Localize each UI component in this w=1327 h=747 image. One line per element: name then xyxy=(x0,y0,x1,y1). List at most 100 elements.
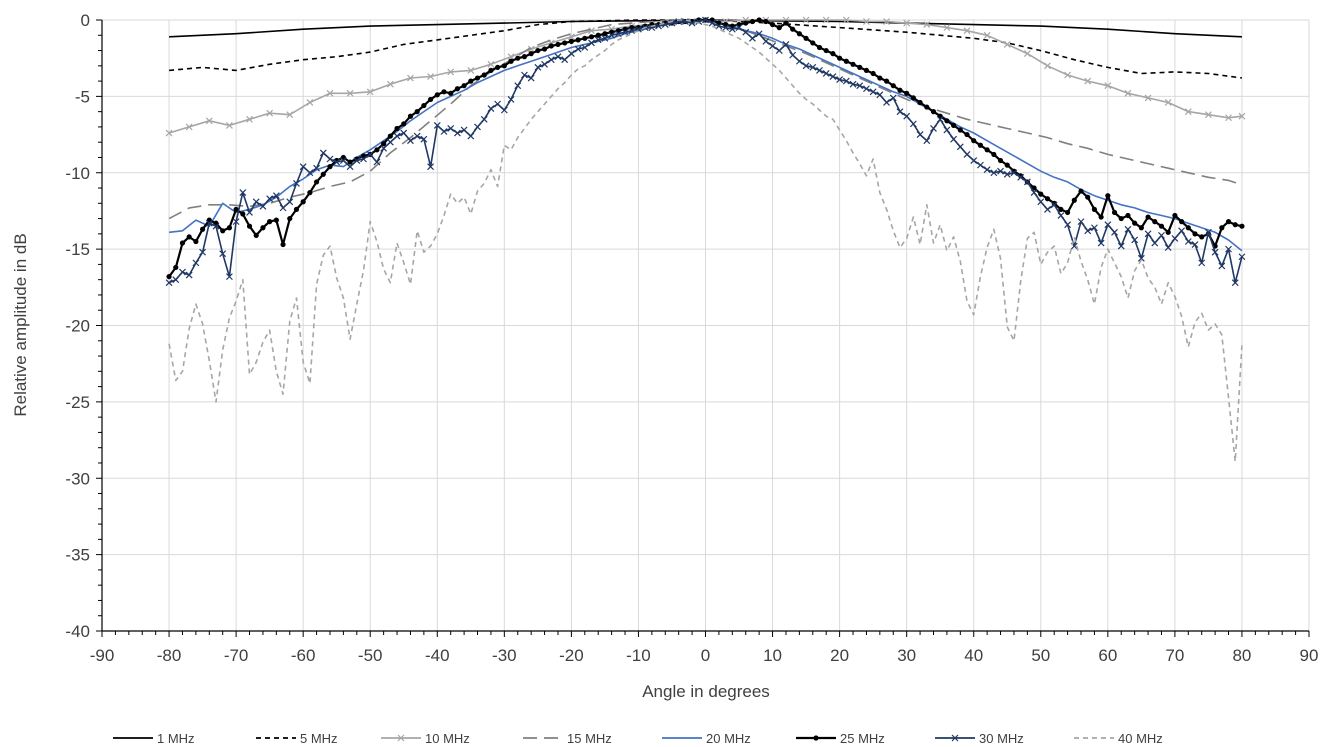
data-point xyxy=(1225,245,1232,253)
data-point xyxy=(199,226,206,232)
data-point xyxy=(803,35,809,41)
data-point xyxy=(588,39,595,47)
legend-item: 25 MHz xyxy=(796,731,885,746)
legend-item: 20 MHz xyxy=(662,731,751,746)
data-point xyxy=(400,129,408,137)
data-point xyxy=(1165,229,1171,235)
legend-label: 15 MHz xyxy=(567,731,612,746)
data-point xyxy=(541,46,548,52)
data-point xyxy=(829,73,837,80)
data-point xyxy=(481,72,487,78)
data-point xyxy=(1137,254,1145,262)
data-point xyxy=(454,86,460,92)
data-point xyxy=(896,108,904,116)
data-point xyxy=(1225,219,1232,225)
data-point xyxy=(179,240,186,246)
data-point xyxy=(1164,244,1172,252)
data-point xyxy=(1192,231,1198,237)
data-point xyxy=(715,22,723,30)
data-point xyxy=(172,276,180,284)
data-point xyxy=(789,51,797,59)
data-point xyxy=(1238,253,1246,261)
data-point xyxy=(286,198,294,206)
y-tick-label: 0 xyxy=(81,11,90,30)
data-point xyxy=(333,158,341,166)
x-tick-label: 40 xyxy=(964,646,983,665)
data-point xyxy=(1058,206,1064,213)
data-point xyxy=(863,67,870,74)
data-point xyxy=(1044,62,1051,70)
series-5-mhz xyxy=(169,19,1243,79)
data-point xyxy=(562,40,568,46)
data-point xyxy=(783,20,789,26)
data-point xyxy=(924,104,930,110)
data-point xyxy=(956,143,964,151)
data-point xyxy=(534,63,542,71)
x-tick-label: 60 xyxy=(1098,646,1117,665)
data-point xyxy=(970,157,978,164)
data-point xyxy=(414,109,420,115)
data-point xyxy=(1003,170,1011,178)
data-point xyxy=(488,67,494,74)
data-point xyxy=(407,74,414,82)
legend-label: 1 MHz xyxy=(157,731,195,746)
data-point xyxy=(575,37,581,43)
legend-marker xyxy=(813,735,819,741)
data-point xyxy=(1091,206,1098,213)
data-point xyxy=(507,96,515,103)
data-point xyxy=(1050,201,1058,209)
data-point xyxy=(661,21,669,29)
data-point xyxy=(380,144,388,152)
data-point xyxy=(843,58,849,64)
data-point xyxy=(500,106,508,114)
data-point xyxy=(863,85,870,93)
data-point xyxy=(448,90,454,96)
data-point xyxy=(1132,220,1138,226)
data-point xyxy=(863,18,870,25)
data-point xyxy=(957,127,963,133)
data-point xyxy=(541,60,548,68)
data-point xyxy=(837,55,843,61)
data-point xyxy=(468,78,474,84)
data-point xyxy=(782,41,790,48)
data-point xyxy=(165,129,173,137)
data-point xyxy=(185,271,193,279)
data-point xyxy=(1124,225,1132,233)
data-point xyxy=(266,109,274,117)
data-point xyxy=(521,54,528,60)
data-point xyxy=(474,123,481,131)
data-point xyxy=(628,27,636,35)
data-point xyxy=(1152,219,1158,225)
data-point xyxy=(1097,239,1105,247)
y-tick-label: -40 xyxy=(65,622,90,641)
data-point xyxy=(246,209,253,216)
data-point xyxy=(386,138,394,146)
data-point xyxy=(225,273,233,281)
data-point xyxy=(474,75,481,81)
legend-label: 40 MHz xyxy=(1118,731,1163,746)
data-point xyxy=(930,125,937,132)
data-point xyxy=(1145,214,1151,220)
data-point xyxy=(588,27,595,35)
data-point xyxy=(387,133,393,139)
data-point xyxy=(1239,223,1245,229)
data-point xyxy=(897,87,903,93)
data-point xyxy=(347,159,353,165)
legend: 1 MHz 5 MHz 10 MHz 15 MHz 20 MHz 25 MHz 30 MHz… xyxy=(113,731,1163,746)
data-point xyxy=(842,16,850,24)
data-point xyxy=(923,21,931,29)
data-point xyxy=(790,26,796,32)
data-point xyxy=(722,24,730,32)
data-point xyxy=(205,117,213,125)
data-point xyxy=(903,19,911,27)
data-point xyxy=(849,80,857,88)
data-point xyxy=(494,100,502,108)
data-point xyxy=(1204,111,1212,119)
data-point xyxy=(809,63,817,71)
data-point xyxy=(1118,215,1124,222)
data-point xyxy=(212,222,220,230)
data-point xyxy=(857,64,863,70)
data-point xyxy=(614,30,622,38)
data-point xyxy=(708,19,716,27)
data-point xyxy=(1085,194,1091,200)
